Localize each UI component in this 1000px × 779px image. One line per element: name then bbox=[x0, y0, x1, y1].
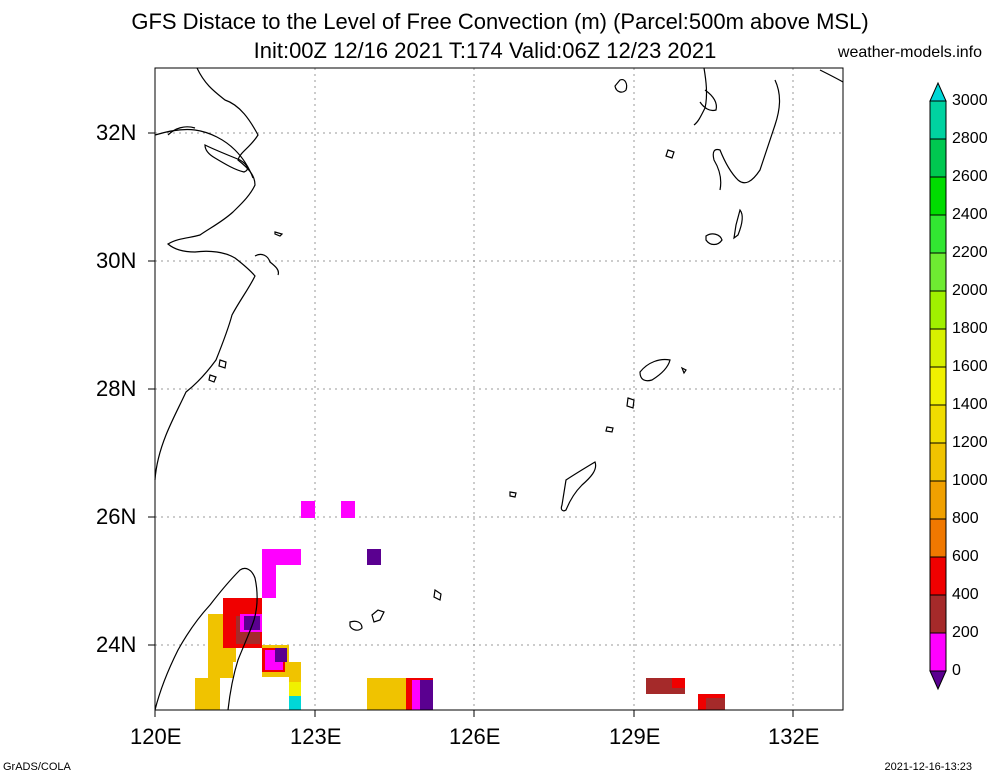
lon-label-129e: 129E bbox=[609, 724, 661, 749]
colorbar-swatch bbox=[929, 100, 947, 140]
lat-label-28n: 28N bbox=[96, 376, 137, 401]
colorbar-swatch bbox=[929, 328, 947, 368]
colorbar-label-3000: 3000 bbox=[952, 92, 988, 109]
colorbar-label-1000: 1000 bbox=[952, 472, 988, 489]
colorbar-min-arrow bbox=[929, 670, 947, 691]
site-credit: weather-models.info bbox=[837, 44, 982, 61]
coastlines bbox=[154, 67, 844, 711]
colorbar-swatch bbox=[929, 138, 947, 178]
lat-label-32n: 32N bbox=[96, 120, 137, 145]
colorbar-swatch bbox=[929, 366, 947, 406]
colorbar-label-1200: 1200 bbox=[952, 434, 988, 451]
colorbar-swatch bbox=[929, 252, 947, 292]
colorbar-swatch bbox=[929, 594, 947, 634]
colorbar-label-200: 200 bbox=[952, 624, 979, 641]
colorbar-swatch bbox=[929, 290, 947, 330]
colorbar-swatch bbox=[929, 214, 947, 254]
colorbar-label-2200: 2200 bbox=[952, 244, 988, 261]
colorbar-swatch bbox=[929, 176, 947, 216]
colorbar-swatch bbox=[929, 518, 947, 558]
colorbar-label-2000: 2000 bbox=[952, 282, 988, 299]
colorbar-swatch bbox=[929, 442, 947, 482]
colorbar bbox=[929, 81, 947, 691]
lfc-shading bbox=[195, 501, 725, 710]
lat-label-24n: 24N bbox=[96, 632, 137, 657]
footer-credit: GrADS/COLA bbox=[3, 761, 71, 773]
colorbar-label-1600: 1600 bbox=[952, 358, 988, 375]
colorbar-label-0: 0 bbox=[952, 662, 961, 679]
colorbar-label-1400: 1400 bbox=[952, 396, 988, 413]
lat-label-26n: 26N bbox=[96, 504, 137, 529]
colorbar-label-600: 600 bbox=[952, 548, 979, 565]
colorbar-label-800: 800 bbox=[952, 510, 979, 527]
lon-label-120e: 120E bbox=[130, 724, 182, 749]
colorbar-label-2600: 2600 bbox=[952, 168, 988, 185]
colorbar-label-2800: 2800 bbox=[952, 130, 988, 147]
axis-ticks bbox=[148, 132, 794, 717]
colorbar-swatch bbox=[929, 404, 947, 444]
lon-label-123e: 123E bbox=[290, 724, 342, 749]
colorbar-max-arrow bbox=[929, 81, 947, 102]
colorbar-swatch bbox=[929, 556, 947, 596]
lon-label-126e: 126E bbox=[449, 724, 501, 749]
map-title: GFS Distace to the Level of Free Convect… bbox=[131, 9, 869, 34]
colorbar-label-400: 400 bbox=[952, 586, 979, 603]
footer-timestamp: 2021-12-16-13:23 bbox=[884, 761, 972, 773]
map-subtitle: Init:00Z 12/16 2021 T:174 Valid:06Z 12/2… bbox=[253, 38, 717, 63]
lat-label-30n: 30N bbox=[96, 248, 137, 273]
colorbar-label-2400: 2400 bbox=[952, 206, 988, 223]
lon-label-132e: 132E bbox=[768, 724, 820, 749]
colorbar-swatch bbox=[929, 632, 947, 672]
colorbar-swatch bbox=[929, 480, 947, 520]
colorbar-label-1800: 1800 bbox=[952, 320, 988, 337]
